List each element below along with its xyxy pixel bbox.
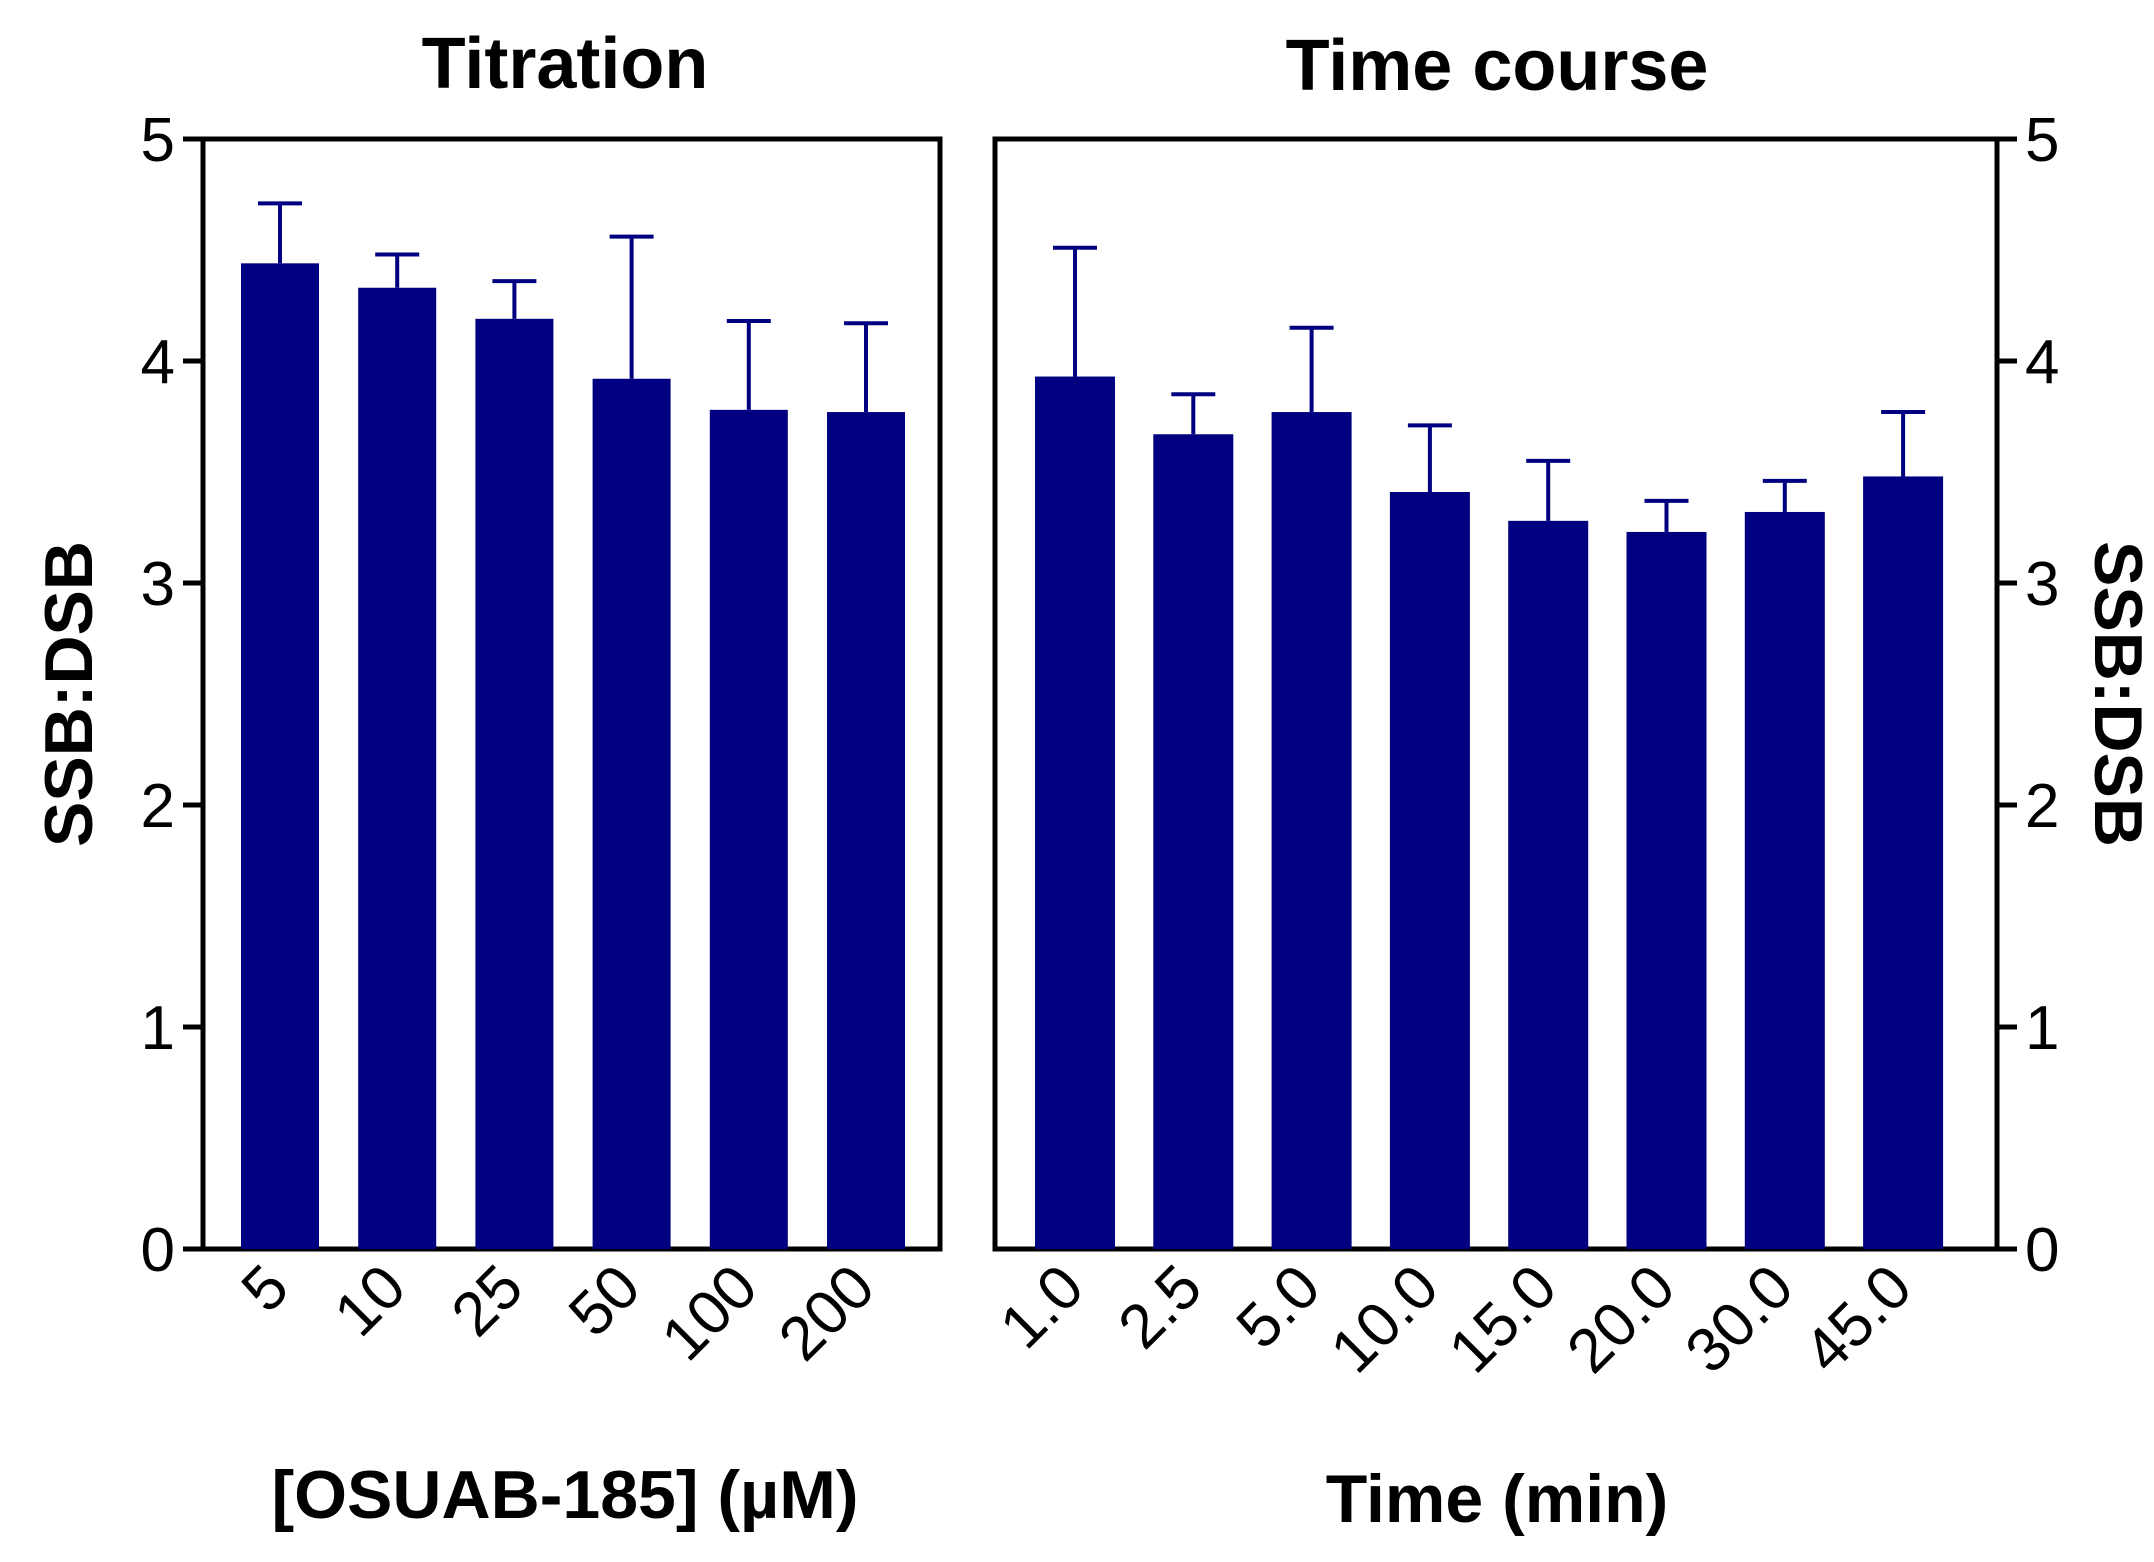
titration-x-tick-label: 50 bbox=[556, 1252, 654, 1350]
titration-x-tick-label: 100 bbox=[649, 1252, 771, 1374]
time-course-x-axis-label: Time (min) bbox=[1326, 1461, 1669, 1537]
time-course-y-tick-label: 0 bbox=[2025, 1216, 2059, 1285]
time-course-title: Time course bbox=[1286, 26, 1709, 106]
titration-bar bbox=[709, 409, 788, 1250]
time-course-y-axis-label: SSB:DSB bbox=[2080, 541, 2154, 847]
time-course-x-tick-label: 2.5 bbox=[1105, 1252, 1215, 1362]
titration-y-tick-label: 5 bbox=[141, 106, 175, 175]
titration-bar bbox=[827, 412, 905, 1249]
titration-bar bbox=[358, 287, 437, 1249]
titration-y-axis-label: SSB:DSB bbox=[31, 541, 107, 847]
titration-x-tick-label: 200 bbox=[766, 1252, 888, 1374]
time-course-x-tick-label: 1.0 bbox=[987, 1252, 1097, 1362]
time-course-y-tick-label: 3 bbox=[2025, 550, 2059, 619]
time-course-bar bbox=[1271, 412, 1352, 1249]
time-course-panel: Time course 0 1 2 3 4 5 1.0 2.5 5.010.015.020.0… bbox=[987, 26, 2154, 1537]
titration-y-tick-label: 4 bbox=[141, 328, 175, 397]
titration-plot-frame bbox=[200, 136, 943, 1252]
titration-x-tick-label: 25 bbox=[439, 1252, 537, 1350]
time-course-bar bbox=[1035, 376, 1115, 1249]
time-course-bar bbox=[1863, 476, 1944, 1249]
time-course-x-tick-label: 15.0 bbox=[1436, 1252, 1570, 1386]
time-course-x-tick-label: 5.0 bbox=[1224, 1252, 1334, 1362]
time-course-bars bbox=[1035, 245, 1944, 1250]
titration-y-tick-label: 2 bbox=[141, 772, 175, 841]
time-course-bar bbox=[1153, 434, 1234, 1249]
titration-title: Titration bbox=[422, 24, 709, 104]
titration-y-tick-label: 0 bbox=[141, 1216, 175, 1285]
titration-y-axis: 0 1 2 3 4 5 bbox=[141, 106, 203, 1285]
titration-bar bbox=[475, 318, 554, 1249]
time-course-y-tick-label: 4 bbox=[2025, 328, 2059, 397]
titration-bar bbox=[241, 263, 319, 1249]
time-course-y-axis: 0 1 2 3 4 5 bbox=[1997, 106, 2059, 1285]
titration-y-tick-label: 3 bbox=[141, 550, 175, 619]
time-course-plot-frame bbox=[992, 136, 2000, 1252]
time-course-x-ticks: 1.0 2.5 5.010.015.020.030.045.0 bbox=[987, 1252, 1925, 1386]
time-course-bar bbox=[1626, 531, 1707, 1249]
time-course-bar bbox=[1508, 520, 1589, 1249]
time-course-bar bbox=[1744, 511, 1825, 1250]
titration-y-tick-label: 1 bbox=[141, 994, 175, 1063]
time-course-y-tick-label: 2 bbox=[2025, 772, 2059, 841]
titration-x-tick-label: 5 bbox=[229, 1252, 302, 1325]
time-course-bar bbox=[1389, 491, 1470, 1250]
time-course-x-tick-label: 20.0 bbox=[1554, 1252, 1688, 1386]
titration-x-tick-label: 10 bbox=[322, 1252, 420, 1350]
time-course-x-tick-label: 30.0 bbox=[1673, 1252, 1807, 1386]
time-course-x-tick-label: 10.0 bbox=[1318, 1252, 1452, 1386]
time-course-x-tick-label: 45.0 bbox=[1791, 1252, 1925, 1386]
time-course-y-tick-label: 5 bbox=[2025, 106, 2059, 175]
titration-bar bbox=[592, 378, 671, 1249]
titration-x-axis-label: [OSUAB-185] (µM) bbox=[272, 1457, 859, 1533]
titration-bars bbox=[241, 201, 905, 1250]
time-course-y-tick-label: 1 bbox=[2025, 994, 2059, 1063]
